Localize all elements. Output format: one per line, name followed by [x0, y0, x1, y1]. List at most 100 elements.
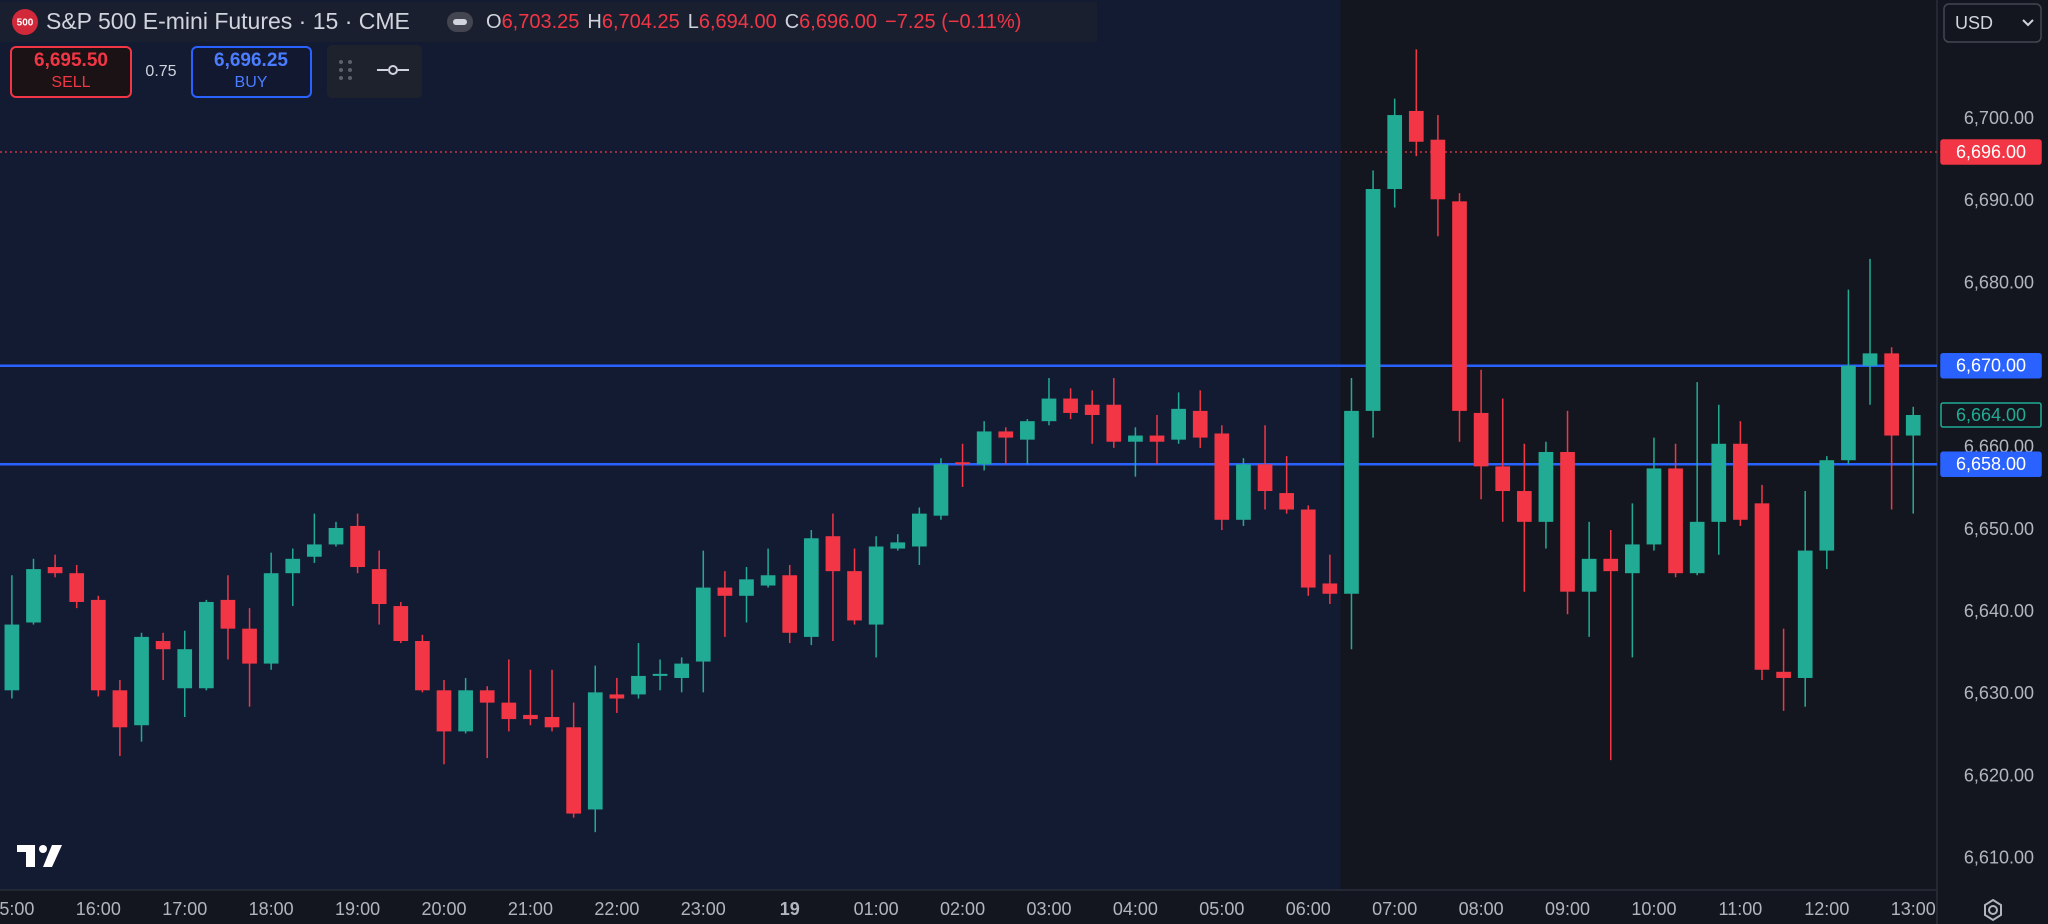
- candle-body: [1041, 398, 1057, 422]
- ohlc-key: C: [785, 11, 799, 33]
- candle-body: [1797, 550, 1813, 678]
- candle-body: [1754, 503, 1770, 670]
- price-label: 6,658.00: [1956, 454, 2026, 474]
- currency-select[interactable]: [1943, 3, 2042, 43]
- candle-body: [458, 690, 473, 732]
- x-tick-label: 17:00: [162, 899, 207, 919]
- x-tick-label: 13:00: [1891, 899, 1936, 919]
- candle-body: [1711, 443, 1727, 522]
- drag-handle: [339, 60, 352, 80]
- x-tick-label: 19:00: [335, 899, 380, 919]
- y-tick-label: 6,640.00: [1964, 601, 2034, 621]
- x-tick-label: 02:00: [940, 899, 985, 919]
- candle-body: [739, 579, 754, 596]
- candle-body: [1408, 110, 1424, 142]
- candle-body: [544, 717, 560, 728]
- x-tick-label: 20:00: [421, 899, 466, 919]
- candle-body: [479, 690, 495, 703]
- ohlc-row: O6,703.25 H6,704.25 L6,694.00 C6,696.00 −7.2…: [486, 11, 1021, 33]
- candle-body: [4, 624, 20, 691]
- badge-text: 500: [17, 18, 34, 29]
- price-label: 6,696.00: [1956, 142, 2026, 162]
- symbol-title[interactable]: S&P 500 E-mini Futures · 15 · CME: [46, 8, 410, 34]
- sell-button[interactable]: [10, 46, 132, 98]
- candle-body: [1733, 443, 1748, 520]
- candle-body: [609, 694, 625, 699]
- candle-body: [1257, 464, 1273, 492]
- candle-body: [1516, 491, 1532, 522]
- x-tick-label: 15:00: [0, 899, 34, 919]
- candle-body: [998, 431, 1014, 438]
- candle-body: [631, 675, 646, 695]
- pre-session-bg: [0, 0, 1341, 890]
- x-tick-label: 05:00: [1199, 899, 1244, 919]
- candle-body: [263, 573, 279, 664]
- candle-body: [1279, 493, 1294, 510]
- candle-body: [1905, 415, 1921, 436]
- x-tick-label: 23:00: [681, 899, 726, 919]
- candle-body: [717, 587, 733, 596]
- candle-body: [955, 462, 970, 465]
- candle-body: [1322, 583, 1338, 594]
- price-label-box: [1940, 451, 2042, 478]
- widget-box[interactable]: [327, 45, 422, 98]
- ohlc-change: −7.25 (−0.11%): [885, 11, 1021, 33]
- ohlc-value: 6,704.25: [602, 11, 680, 33]
- candle-body: [1862, 353, 1878, 366]
- candle-body: [1344, 410, 1359, 594]
- x-tick-label: 11:00: [1719, 899, 1763, 919]
- candle-body: [1538, 451, 1554, 522]
- candle-body: [1300, 509, 1316, 588]
- candle-body: [1841, 365, 1856, 461]
- symbol-badge: [12, 9, 38, 35]
- candle-body: [307, 544, 322, 557]
- buy-button[interactable]: [191, 46, 312, 98]
- ohlc-key: H: [587, 11, 601, 33]
- candle-body: [1581, 558, 1597, 592]
- x-tick-label: 06:00: [1286, 899, 1331, 919]
- x-tick-label: 09:00: [1545, 899, 1590, 919]
- candle-body: [1171, 408, 1186, 440]
- candle-body: [1214, 433, 1230, 520]
- candle-body: [69, 573, 85, 602]
- x-tick-label: 10:00: [1631, 899, 1676, 919]
- candle-body: [1020, 421, 1035, 440]
- candle-body: [1452, 201, 1467, 411]
- candle-body: [1128, 435, 1143, 442]
- candle-body: [90, 599, 106, 691]
- candle-body: [825, 536, 841, 572]
- candle-body: [1430, 139, 1446, 200]
- candle-body: [1603, 558, 1619, 572]
- candle-body: [1884, 353, 1899, 436]
- candle-body: [1776, 671, 1791, 678]
- candle-body: [1365, 189, 1381, 411]
- candle-body: [566, 727, 581, 814]
- settings-icon[interactable]: [1984, 898, 2002, 922]
- ohlc-key: L: [688, 11, 699, 33]
- candle-body: [155, 640, 171, 650]
- sell-price: 6,695.50: [34, 50, 108, 71]
- candle-body: [803, 538, 819, 637]
- candle-body: [868, 546, 884, 625]
- y-tick-label: 6,700.00: [1964, 108, 2034, 128]
- candle-body: [371, 569, 387, 605]
- status-icon: [453, 19, 467, 25]
- ohlc-value: 6,703.25: [502, 11, 580, 33]
- ohlc-value: 6,694.00: [699, 11, 777, 33]
- currency-label: USD: [1955, 13, 1993, 33]
- buy-label: BUY: [235, 74, 268, 91]
- x-tick-label: 18:00: [249, 899, 294, 919]
- ohlc-key: O: [486, 11, 502, 33]
- candle-body: [1689, 521, 1705, 574]
- candle-body: [587, 692, 603, 810]
- header-bar: [0, 2, 1097, 42]
- price-label: 6,664.00: [1956, 405, 2026, 425]
- candle-body: [1236, 464, 1251, 520]
- candle-body: [523, 714, 538, 720]
- dropdown-chevron: [2022, 19, 2034, 27]
- candle-body: [415, 640, 430, 691]
- candle-body: [1149, 435, 1165, 442]
- candle-body: [652, 673, 668, 676]
- candle-body: [1192, 410, 1208, 438]
